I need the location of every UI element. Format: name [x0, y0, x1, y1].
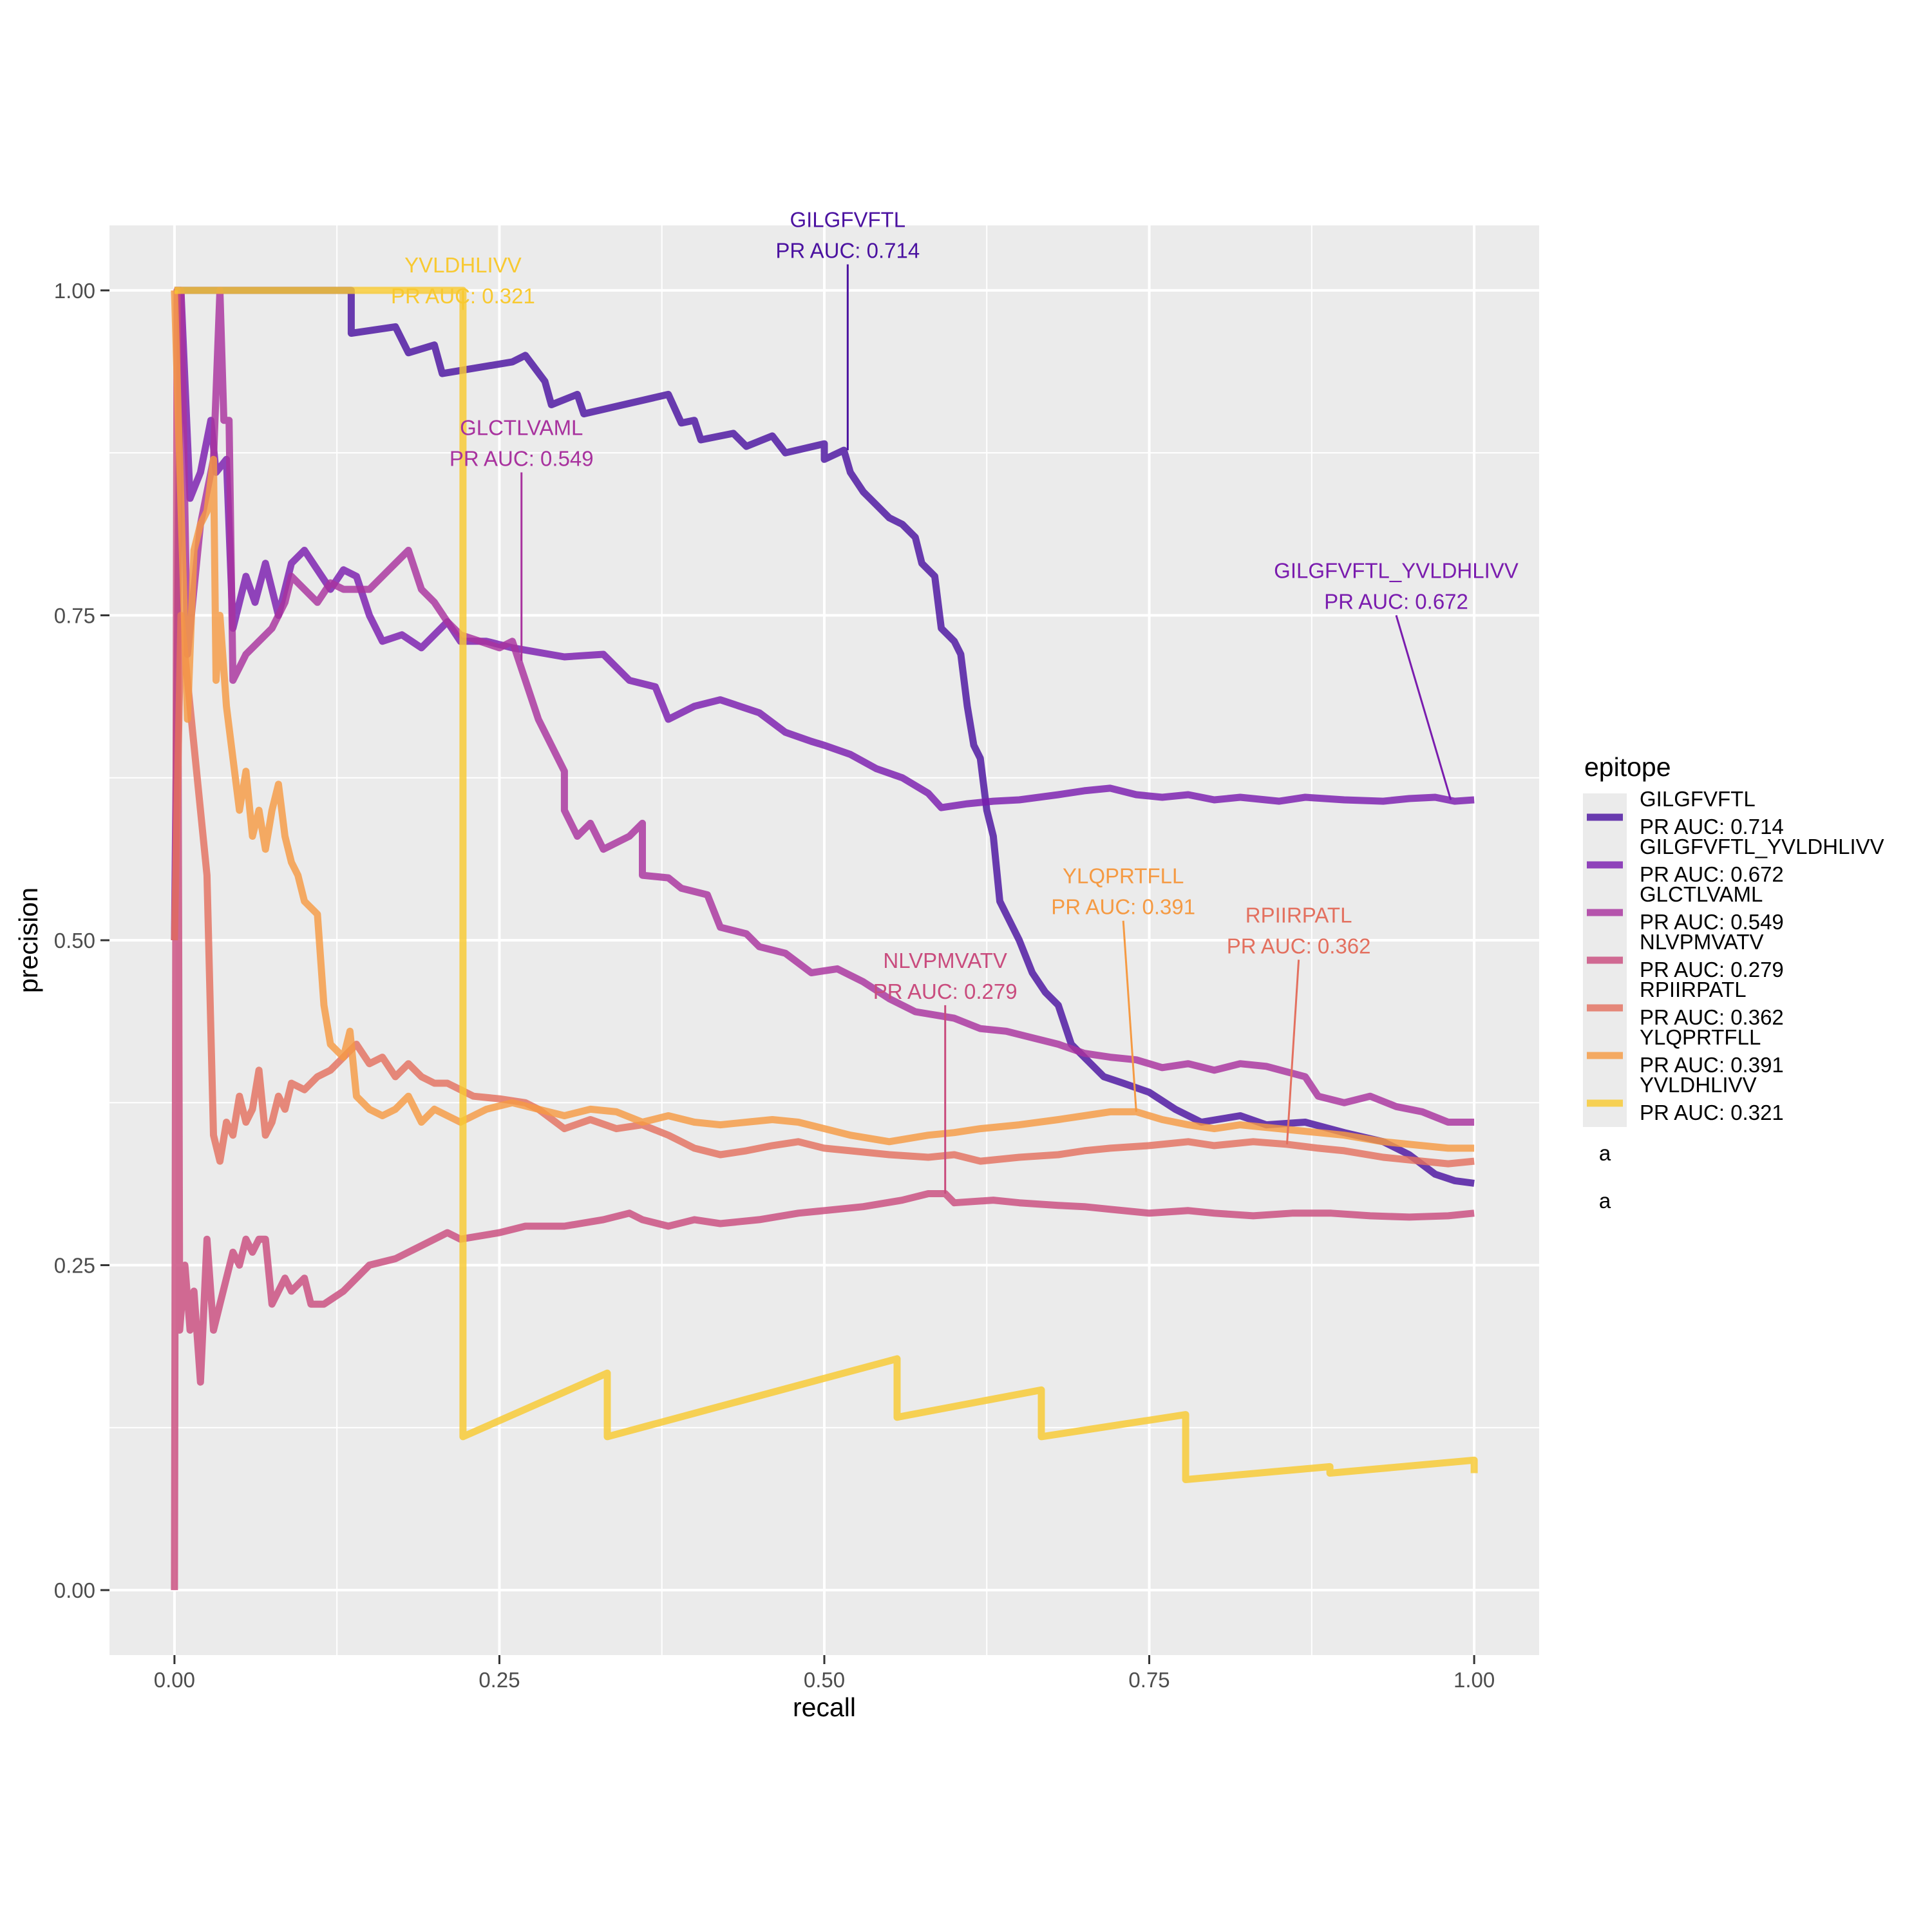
- annotation-leader: [1122, 920, 1137, 1112]
- annotation-leader: [1285, 960, 1300, 1144]
- annotation-epitope-label: RPIIRPATL: [1245, 903, 1352, 927]
- annotation-epitope-label: GLCTLVAML: [460, 415, 583, 439]
- x-tick-label: 0.75: [1128, 1668, 1170, 1692]
- x-tick-label: 0.25: [478, 1668, 520, 1692]
- series-line-gilgfvftl_yvldhlivv: [171, 287, 1475, 941]
- annotation-epitope-label: GILGFVFTL_YVLDHLIVV: [1274, 558, 1519, 582]
- x-axis-ticks: 0.00 0.25 0.50 0.75 1.00: [154, 1655, 1495, 1692]
- legend-entry-epitope: GLCTLVAML: [1640, 882, 1763, 906]
- legend-entry-epitope: GILGFVFTL: [1640, 787, 1756, 811]
- x-tick-label: 0.50: [804, 1668, 845, 1692]
- annotation-auc-label: PR AUC: 0.279: [873, 980, 1018, 1003]
- legend-extra-key: a: [1599, 1141, 1611, 1165]
- legend-entry-epitope: YLQPRTFLL: [1640, 1025, 1761, 1049]
- annotation-epitope-label: YVLDHLIVV: [404, 253, 522, 277]
- legend-entry-auc: PR AUC: 0.549: [1640, 910, 1784, 934]
- series-lines: [171, 287, 1478, 1591]
- legend-entry-epitope: YVLDHLIVV: [1640, 1073, 1757, 1097]
- series-line-yvldhlivv: [174, 287, 1478, 1483]
- x-axis-title: recall: [793, 1692, 856, 1722]
- legend-entry-auc: PR AUC: 0.321: [1640, 1101, 1784, 1124]
- annotation-epitope-label: NLVPMVATV: [883, 949, 1007, 972]
- legend-entry-auc: PR AUC: 0.279: [1640, 958, 1784, 981]
- annotation-auc-label: PR AUC: 0.549: [450, 446, 594, 470]
- x-tick-label: 0.00: [154, 1668, 195, 1692]
- y-tick-label: 0.25: [54, 1254, 95, 1278]
- series-line-nlvpmvatv: [171, 287, 1475, 1591]
- legend-entry-epitope: RPIIRPATL: [1640, 978, 1747, 1001]
- annotation-auc-label: PR AUC: 0.714: [775, 239, 920, 263]
- legend-entry-auc: PR AUC: 0.672: [1640, 862, 1784, 886]
- series-line-gilgfvftl: [174, 287, 1475, 1187]
- annotation-leader: [1395, 615, 1452, 800]
- annotation-auc-label: PR AUC: 0.362: [1227, 934, 1371, 958]
- series-line-glctlvaml: [174, 287, 1475, 1126]
- annotation-auc-label: PR AUC: 0.321: [391, 284, 535, 308]
- legend-entry-epitope: GILGFVFTL_YVLDHLIVV: [1640, 835, 1884, 858]
- legend-entry-auc: PR AUC: 0.714: [1640, 815, 1784, 838]
- annotation-auc-label: PR AUC: 0.672: [1324, 589, 1468, 613]
- annotation-epitope-label: GILGFVFTL: [790, 208, 905, 232]
- annotation-auc-label: PR AUC: 0.391: [1051, 895, 1195, 919]
- y-axis-ticks: 0.00 0.25 0.50 0.75 1.00: [54, 279, 109, 1602]
- curve-annotations: GILGFVFTL PR AUC: 0.714 GILGFVFTL_YVLDHLIV…: [391, 208, 1519, 1194]
- y-tick-label: 0.50: [54, 929, 95, 952]
- legend: epitope GILGFVFTL PR AUC: 0.714GILGFVFTL_…: [1583, 752, 1884, 1213]
- annotation-epitope-label: YLQPRTFLL: [1063, 864, 1184, 888]
- legend-extra-key: a: [1599, 1189, 1611, 1213]
- y-tick-label: 1.00: [54, 279, 95, 303]
- series-line-ylqprtfll: [171, 290, 1475, 1152]
- legend-entry-epitope: NLVPMVATV: [1640, 930, 1764, 954]
- y-axis-title: precision: [14, 887, 43, 993]
- x-tick-label: 1.00: [1454, 1668, 1495, 1692]
- y-tick-label: 0.00: [54, 1578, 95, 1602]
- legend-entry-auc: PR AUC: 0.362: [1640, 1005, 1784, 1029]
- legend-title: epitope: [1584, 752, 1671, 782]
- legend-entry-auc: PR AUC: 0.391: [1640, 1053, 1784, 1077]
- y-tick-label: 0.75: [54, 603, 95, 627]
